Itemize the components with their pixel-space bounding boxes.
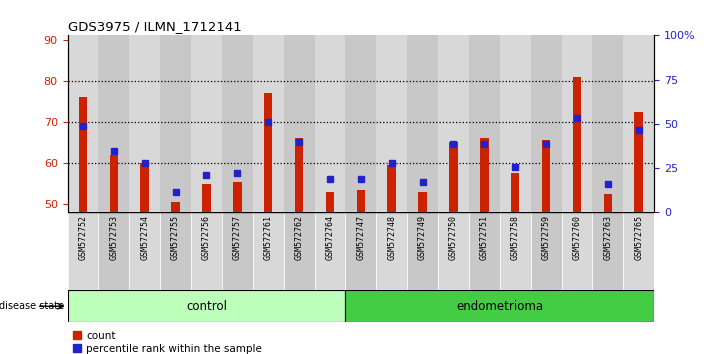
Text: GDS3975 / ILMN_1712141: GDS3975 / ILMN_1712141 — [68, 20, 241, 33]
Bar — [346, 35, 376, 212]
Legend: count, percentile rank within the sample: count, percentile rank within the sample — [73, 331, 262, 354]
Bar — [530, 212, 562, 290]
Text: control: control — [186, 300, 227, 313]
Bar — [191, 35, 222, 212]
Bar — [530, 35, 562, 212]
Bar — [562, 35, 592, 212]
Text: GSM572760: GSM572760 — [572, 215, 582, 260]
Bar — [141, 163, 149, 212]
Bar — [480, 138, 488, 212]
Bar — [98, 212, 129, 290]
Text: GSM572753: GSM572753 — [109, 215, 118, 260]
Bar — [109, 155, 118, 212]
Bar — [387, 165, 396, 212]
Text: GSM572762: GSM572762 — [294, 215, 304, 260]
Bar — [79, 97, 87, 212]
Bar — [202, 184, 210, 212]
Bar — [469, 212, 500, 290]
Bar — [592, 212, 624, 290]
Bar — [129, 212, 160, 290]
Bar — [624, 35, 654, 212]
Bar — [542, 141, 550, 212]
Text: GSM572755: GSM572755 — [171, 215, 180, 260]
Text: disease state: disease state — [0, 301, 64, 311]
Bar — [171, 202, 180, 212]
Bar — [407, 35, 438, 212]
Bar — [160, 35, 191, 212]
Bar — [346, 290, 654, 322]
Text: GSM572759: GSM572759 — [542, 215, 550, 260]
Text: GSM572749: GSM572749 — [418, 215, 427, 260]
Text: GSM572751: GSM572751 — [480, 215, 489, 260]
Text: GSM572763: GSM572763 — [604, 215, 612, 260]
Text: GSM572747: GSM572747 — [356, 215, 365, 260]
Text: GSM572756: GSM572756 — [202, 215, 211, 260]
Bar — [562, 212, 592, 290]
Bar — [129, 35, 160, 212]
Text: GSM572764: GSM572764 — [326, 215, 334, 260]
Bar — [253, 35, 284, 212]
Bar — [500, 35, 530, 212]
Bar — [253, 212, 284, 290]
Bar — [469, 35, 500, 212]
Text: GSM572748: GSM572748 — [387, 215, 396, 260]
Bar — [68, 212, 98, 290]
Bar — [438, 35, 469, 212]
Bar — [222, 35, 253, 212]
Bar — [295, 138, 304, 212]
Text: GSM572765: GSM572765 — [634, 215, 643, 260]
Bar — [314, 35, 346, 212]
Bar — [264, 93, 272, 212]
Bar — [604, 194, 612, 212]
Bar — [68, 290, 346, 322]
Bar — [222, 212, 253, 290]
Bar — [592, 35, 624, 212]
Bar — [357, 190, 365, 212]
Bar — [407, 212, 438, 290]
Text: GSM572752: GSM572752 — [78, 215, 87, 260]
Text: GSM572757: GSM572757 — [232, 215, 242, 260]
Bar — [346, 212, 376, 290]
Bar — [449, 142, 458, 212]
Text: GSM572761: GSM572761 — [264, 215, 273, 260]
Bar — [160, 212, 191, 290]
Bar — [500, 212, 530, 290]
Bar — [376, 35, 407, 212]
Bar — [624, 212, 654, 290]
Bar — [418, 192, 427, 212]
Bar — [572, 76, 581, 212]
Bar — [98, 35, 129, 212]
Bar — [68, 35, 98, 212]
Text: GSM572758: GSM572758 — [510, 215, 520, 260]
Text: GSM572750: GSM572750 — [449, 215, 458, 260]
Bar — [284, 35, 314, 212]
Text: endometrioma: endometrioma — [456, 300, 543, 313]
Bar — [634, 112, 643, 212]
Bar — [438, 212, 469, 290]
Bar — [284, 212, 314, 290]
Bar — [191, 212, 222, 290]
Bar — [314, 212, 346, 290]
Bar — [376, 212, 407, 290]
Text: GSM572754: GSM572754 — [140, 215, 149, 260]
Bar — [326, 192, 334, 212]
Bar — [233, 182, 242, 212]
Bar — [511, 173, 520, 212]
